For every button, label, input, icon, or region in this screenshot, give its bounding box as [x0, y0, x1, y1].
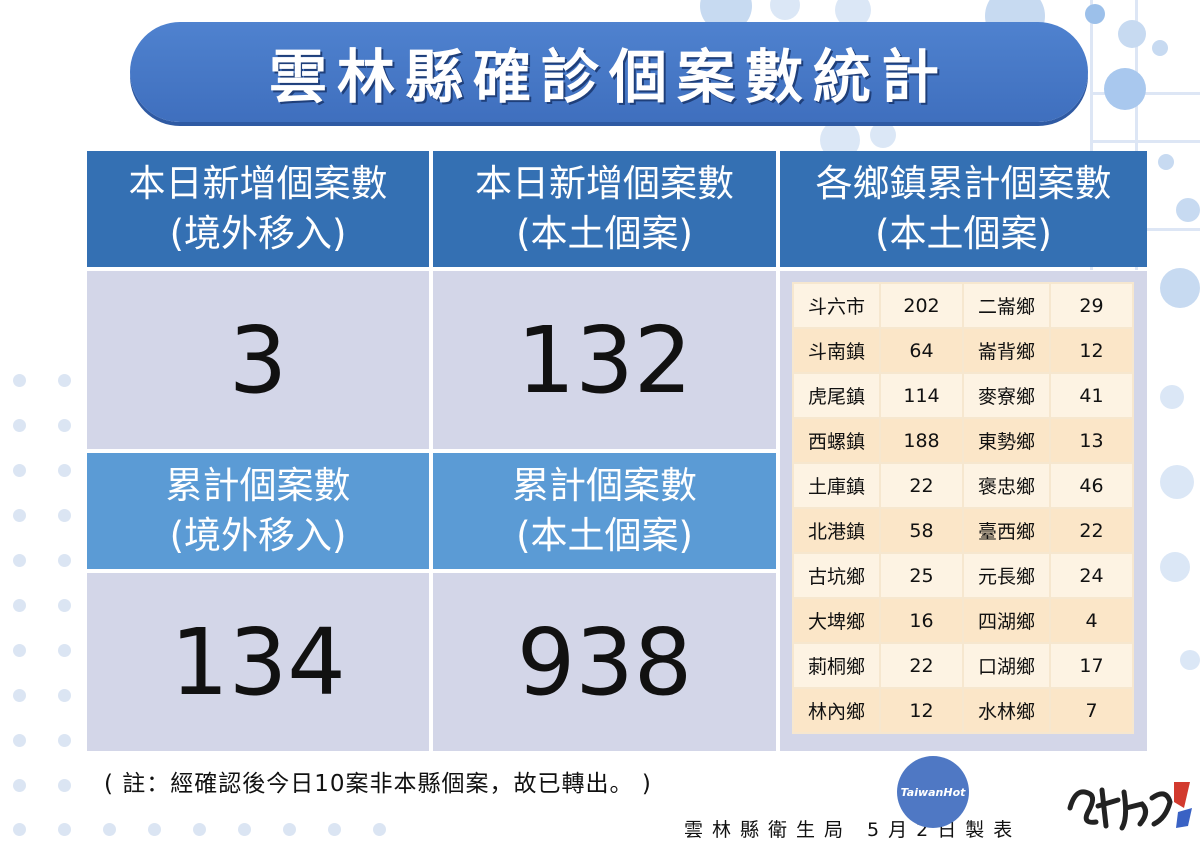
header-towns: 各鄉鎮累計個案數 (本土個案) — [780, 151, 1147, 267]
town-count-left: 64 — [881, 329, 962, 372]
table-row: 西螺鎮 188 東勢鄉 13 — [794, 419, 1132, 462]
town-name-right: 臺西鄉 — [963, 509, 1049, 552]
town-name-left: 北港鎮 — [794, 509, 880, 552]
title-banner: 雲林縣確診個案數統計 — [130, 22, 1088, 122]
town-name-right: 麥寮鄉 — [963, 374, 1049, 417]
table-row: 古坑鄉 25 元長鄉 24 — [794, 554, 1132, 597]
value-new-imported: 3 — [87, 271, 429, 449]
table-row: 大埤鄉 16 四湖鄉 4 — [794, 599, 1132, 642]
value-new-imported-number: 3 — [228, 306, 288, 414]
header-total-local-line2: (本土個案) — [516, 514, 693, 557]
header-total-local: 累計個案數 (本土個案) — [433, 453, 776, 569]
table-row: 土庫鎮 22 褒忠鄉 46 — [794, 464, 1132, 507]
town-count-left: 22 — [881, 644, 962, 687]
footnote: ( 註：經確認後今日10案非本縣個案，故已轉出。 ) — [104, 771, 652, 797]
town-name-left: 莿桐鄉 — [794, 644, 880, 687]
town-count-left: 114 — [881, 374, 962, 417]
town-name-right: 二崙鄉 — [963, 284, 1049, 327]
header-new-local: 本日新增個案數 (本土個案) — [433, 151, 776, 267]
town-count-right: 17 — [1051, 644, 1132, 687]
town-count-right: 7 — [1051, 689, 1132, 732]
header-new-local-line2: (本土個案) — [516, 212, 693, 255]
town-count-left: 25 — [881, 554, 962, 597]
value-total-local-number: 938 — [516, 608, 693, 716]
header-new-imported: 本日新增個案數 (境外移入) — [87, 151, 429, 267]
town-name-left: 西螺鎮 — [794, 419, 880, 462]
value-new-local: 132 — [433, 271, 776, 449]
header-new-imported-line2: (境外移入) — [169, 212, 347, 255]
table-row: 北港鎮 58 臺西鄉 22 — [794, 509, 1132, 552]
town-count-right: 12 — [1051, 329, 1132, 372]
town-count-left: 58 — [881, 509, 962, 552]
footer-credit: 雲林縣衛生局 5月2日製表 — [684, 819, 1022, 841]
town-count-right: 46 — [1051, 464, 1132, 507]
value-total-local: 938 — [433, 573, 776, 751]
town-count-right: 41 — [1051, 374, 1132, 417]
town-count-left: 22 — [881, 464, 962, 507]
town-name-right: 水林鄉 — [963, 689, 1049, 732]
town-name-right: 褒忠鄉 — [963, 464, 1049, 507]
header-towns-line2: (本土個案) — [875, 212, 1052, 255]
town-name-left: 林內鄉 — [794, 689, 880, 732]
town-name-left: 斗六市 — [794, 284, 880, 327]
value-new-local-number: 132 — [516, 306, 693, 414]
town-count-right: 13 — [1051, 419, 1132, 462]
town-name-right: 元長鄉 — [963, 554, 1049, 597]
town-name-right: 口湖鄉 — [963, 644, 1049, 687]
header-total-local-line1: 累計個案數 — [512, 464, 697, 507]
town-count-left: 202 — [881, 284, 962, 327]
header-total-imported-line1: 累計個案數 — [165, 464, 351, 507]
table-row: 林內鄉 12 水林鄉 7 — [794, 689, 1132, 732]
town-count-left: 188 — [881, 419, 962, 462]
town-name-right: 四湖鄉 — [963, 599, 1049, 642]
yunlin-logo-icon — [1067, 782, 1192, 831]
table-row: 斗六市 202 二崙鄉 29 — [794, 284, 1132, 327]
town-count-left: 16 — [881, 599, 962, 642]
town-name-left: 虎尾鎮 — [794, 374, 880, 417]
town-name-right: 崙背鄉 — [963, 329, 1049, 372]
town-count-right: 4 — [1051, 599, 1132, 642]
value-total-imported: 134 — [87, 573, 429, 751]
town-name-left: 土庫鎮 — [794, 464, 880, 507]
page-title: 雲林縣確診個案數統計 — [268, 43, 949, 111]
town-name-right: 東勢鄉 — [963, 419, 1049, 462]
value-total-imported-number: 134 — [170, 608, 346, 716]
town-count-right: 24 — [1051, 554, 1132, 597]
table-row: 虎尾鎮 114 麥寮鄉 41 — [794, 374, 1132, 417]
town-count-left: 12 — [881, 689, 962, 732]
town-count-right: 29 — [1051, 284, 1132, 327]
header-towns-line1: 各鄉鎮累計個案數 — [815, 162, 1112, 205]
town-count-right: 22 — [1051, 509, 1132, 552]
header-new-imported-line1: 本日新增個案數 — [128, 162, 388, 205]
town-name-left: 古坑鄉 — [794, 554, 880, 597]
header-total-imported: 累計個案數 (境外移入) — [87, 453, 429, 569]
taiwanhot-logo-text: TaiwanHot — [900, 785, 966, 799]
town-name-left: 大埤鄉 — [794, 599, 880, 642]
table-row: 莿桐鄉 22 口湖鄉 17 — [794, 644, 1132, 687]
table-row: 斗南鎮 64 崙背鄉 12 — [794, 329, 1132, 372]
header-new-local-line1: 本日新增個案數 — [475, 162, 734, 205]
town-table: 斗六市 202 二崙鄉 29 斗南鎮 64 崙背鄉 12 虎尾鎮 114 麥寮鄉 41 西螺鎮 188 東勢… — [792, 282, 1134, 734]
taiwanhot-logo-icon: TaiwanHot — [897, 756, 969, 828]
town-name-left: 斗南鎮 — [794, 329, 880, 372]
header-total-imported-line2: (境外移入) — [169, 514, 347, 557]
